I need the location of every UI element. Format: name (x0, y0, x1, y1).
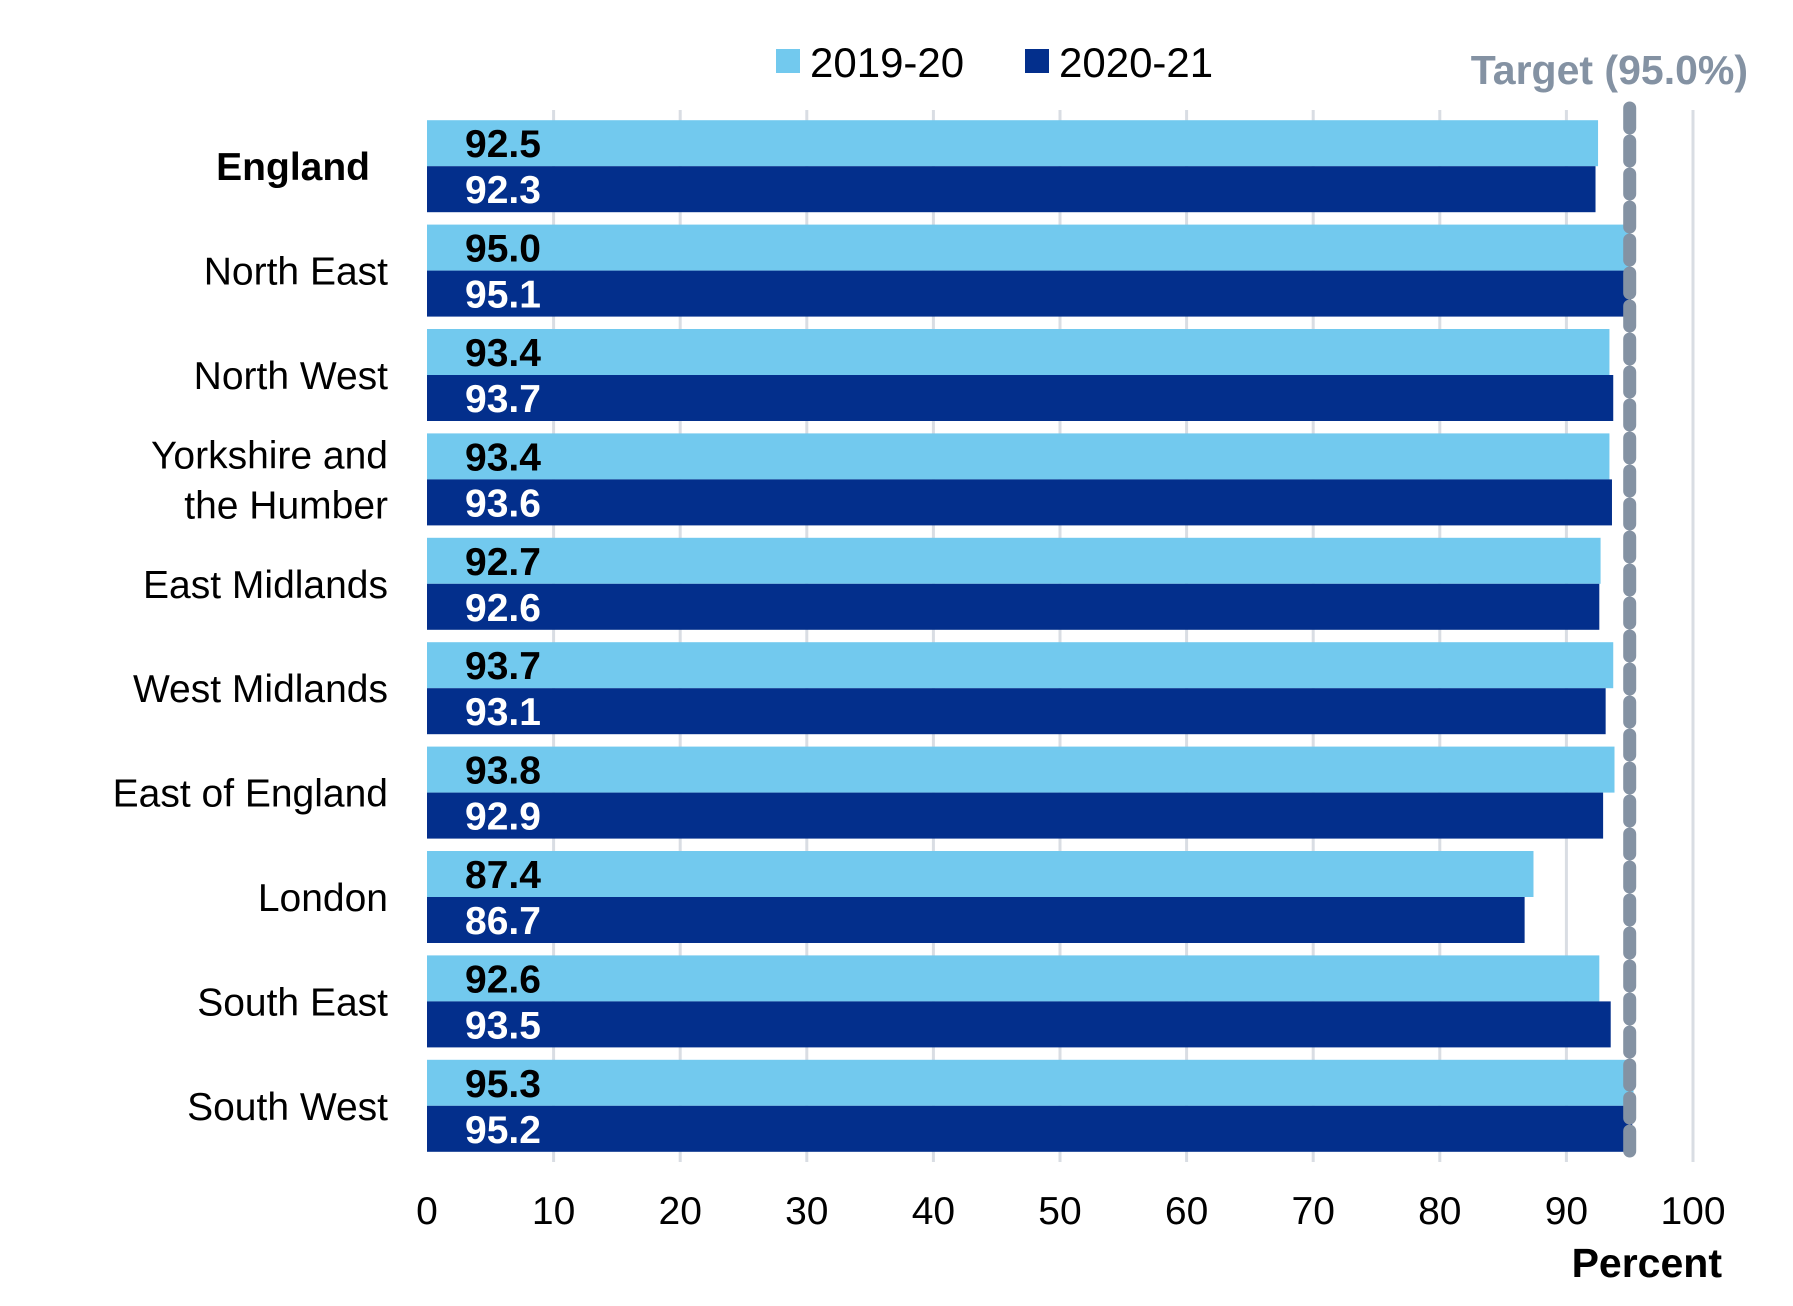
bars (427, 120, 1634, 1152)
bar-2019-20-4 (427, 537, 1601, 584)
data-label-2020-21-5: 93.1 (465, 691, 541, 734)
data-label-2019-20-3: 93.4 (465, 436, 541, 479)
data-label-2019-20-1: 95.0 (465, 228, 541, 271)
data-label-2020-21-2: 93.7 (465, 378, 541, 421)
x-tick-label-30: 30 (785, 1190, 828, 1233)
x-tick-label-80: 80 (1418, 1190, 1461, 1233)
bar-2020-21-2 (427, 375, 1614, 421)
category-labels: England North East North West Yorkshire and… (113, 146, 389, 1129)
bar-2019-20-2 (427, 329, 1610, 375)
data-label-2019-20-7: 87.4 (465, 854, 541, 897)
bar-2019-20-0 (427, 120, 1599, 167)
legend: 2019-20 2020-21 (776, 39, 1213, 86)
data-labels: 92.592.395.095.193.493.793.493.692.792.6… (465, 123, 541, 1152)
x-tick-label-60: 60 (1165, 1190, 1208, 1233)
x-tick-label-0: 0 (416, 1190, 438, 1233)
bar-2019-20-1 (427, 224, 1630, 271)
x-tick-label-10: 10 (532, 1190, 575, 1233)
data-label-2019-20-9: 95.3 (465, 1063, 541, 1106)
category-label-9: South West (187, 1086, 388, 1129)
data-label-2020-21-0: 92.3 (465, 169, 541, 212)
category-label-6: East of England (113, 773, 388, 816)
data-label-2019-20-6: 93.8 (465, 750, 541, 793)
bar-2020-21-1 (427, 270, 1631, 317)
data-label-2020-21-7: 86.7 (465, 900, 541, 943)
x-axis-ticks: 0 10 20 30 40 50 60 70 80 90 100 (416, 1190, 1725, 1233)
category-label-5: West Midlands (133, 668, 388, 711)
data-label-2019-20-0: 92.5 (465, 123, 541, 166)
bar-2019-20-6 (427, 746, 1615, 793)
category-label-8: South East (197, 981, 388, 1024)
x-tick-label-50: 50 (1038, 1190, 1081, 1233)
data-label-2020-21-6: 92.9 (465, 796, 541, 839)
x-tick-label-70: 70 (1292, 1190, 1335, 1233)
legend-label-2019-20: 2019-20 (810, 39, 964, 86)
category-label-3: Yorkshire and the Humber (151, 434, 388, 527)
category-label-0: England (216, 146, 370, 189)
data-label-2019-20-2: 93.4 (465, 332, 541, 375)
data-label-2019-20-5: 93.7 (465, 645, 541, 688)
bar-2020-21-5 (427, 688, 1606, 735)
data-label-2020-21-4: 92.6 (465, 587, 541, 630)
category-label-1: North East (204, 251, 388, 294)
x-tick-label-40: 40 (912, 1190, 955, 1233)
bar-2020-21-8 (427, 1001, 1611, 1048)
bar-2019-20-9 (427, 1059, 1634, 1106)
target-label: Target (95.0%) (1471, 47, 1748, 93)
data-label-2020-21-9: 95.2 (465, 1109, 541, 1152)
data-label-2020-21-3: 93.6 (465, 482, 541, 525)
x-tick-label-20: 20 (659, 1190, 702, 1233)
x-tick-label-90: 90 (1545, 1190, 1588, 1233)
bar-2020-21-0 (427, 166, 1596, 213)
x-axis-label: Percent (1572, 1240, 1723, 1286)
bar-2019-20-5 (427, 642, 1614, 689)
bar-2020-21-3 (427, 479, 1612, 526)
bar-2020-21-4 (427, 583, 1600, 630)
bar-2020-21-6 (427, 792, 1604, 839)
bar-2020-21-7 (427, 897, 1525, 943)
data-label-2020-21-8: 93.5 (465, 1004, 541, 1047)
data-label-2020-21-1: 95.1 (465, 274, 541, 317)
category-label-4: East Midlands (143, 564, 388, 607)
bar-2019-20-3 (427, 433, 1610, 480)
bar-2019-20-7 (427, 851, 1534, 897)
category-label-7: London (258, 877, 388, 920)
bar-2019-20-8 (427, 955, 1600, 1002)
x-tick-label-100: 100 (1660, 1190, 1725, 1233)
data-label-2019-20-8: 92.6 (465, 958, 541, 1001)
legend-swatch-2019-20 (776, 49, 800, 73)
bar-2020-21-9 (427, 1105, 1633, 1152)
category-label-2: North West (194, 355, 388, 398)
legend-swatch-2020-21 (1025, 49, 1049, 73)
data-label-2019-20-4: 92.7 (465, 541, 541, 584)
legend-label-2020-21: 2020-21 (1059, 39, 1213, 86)
